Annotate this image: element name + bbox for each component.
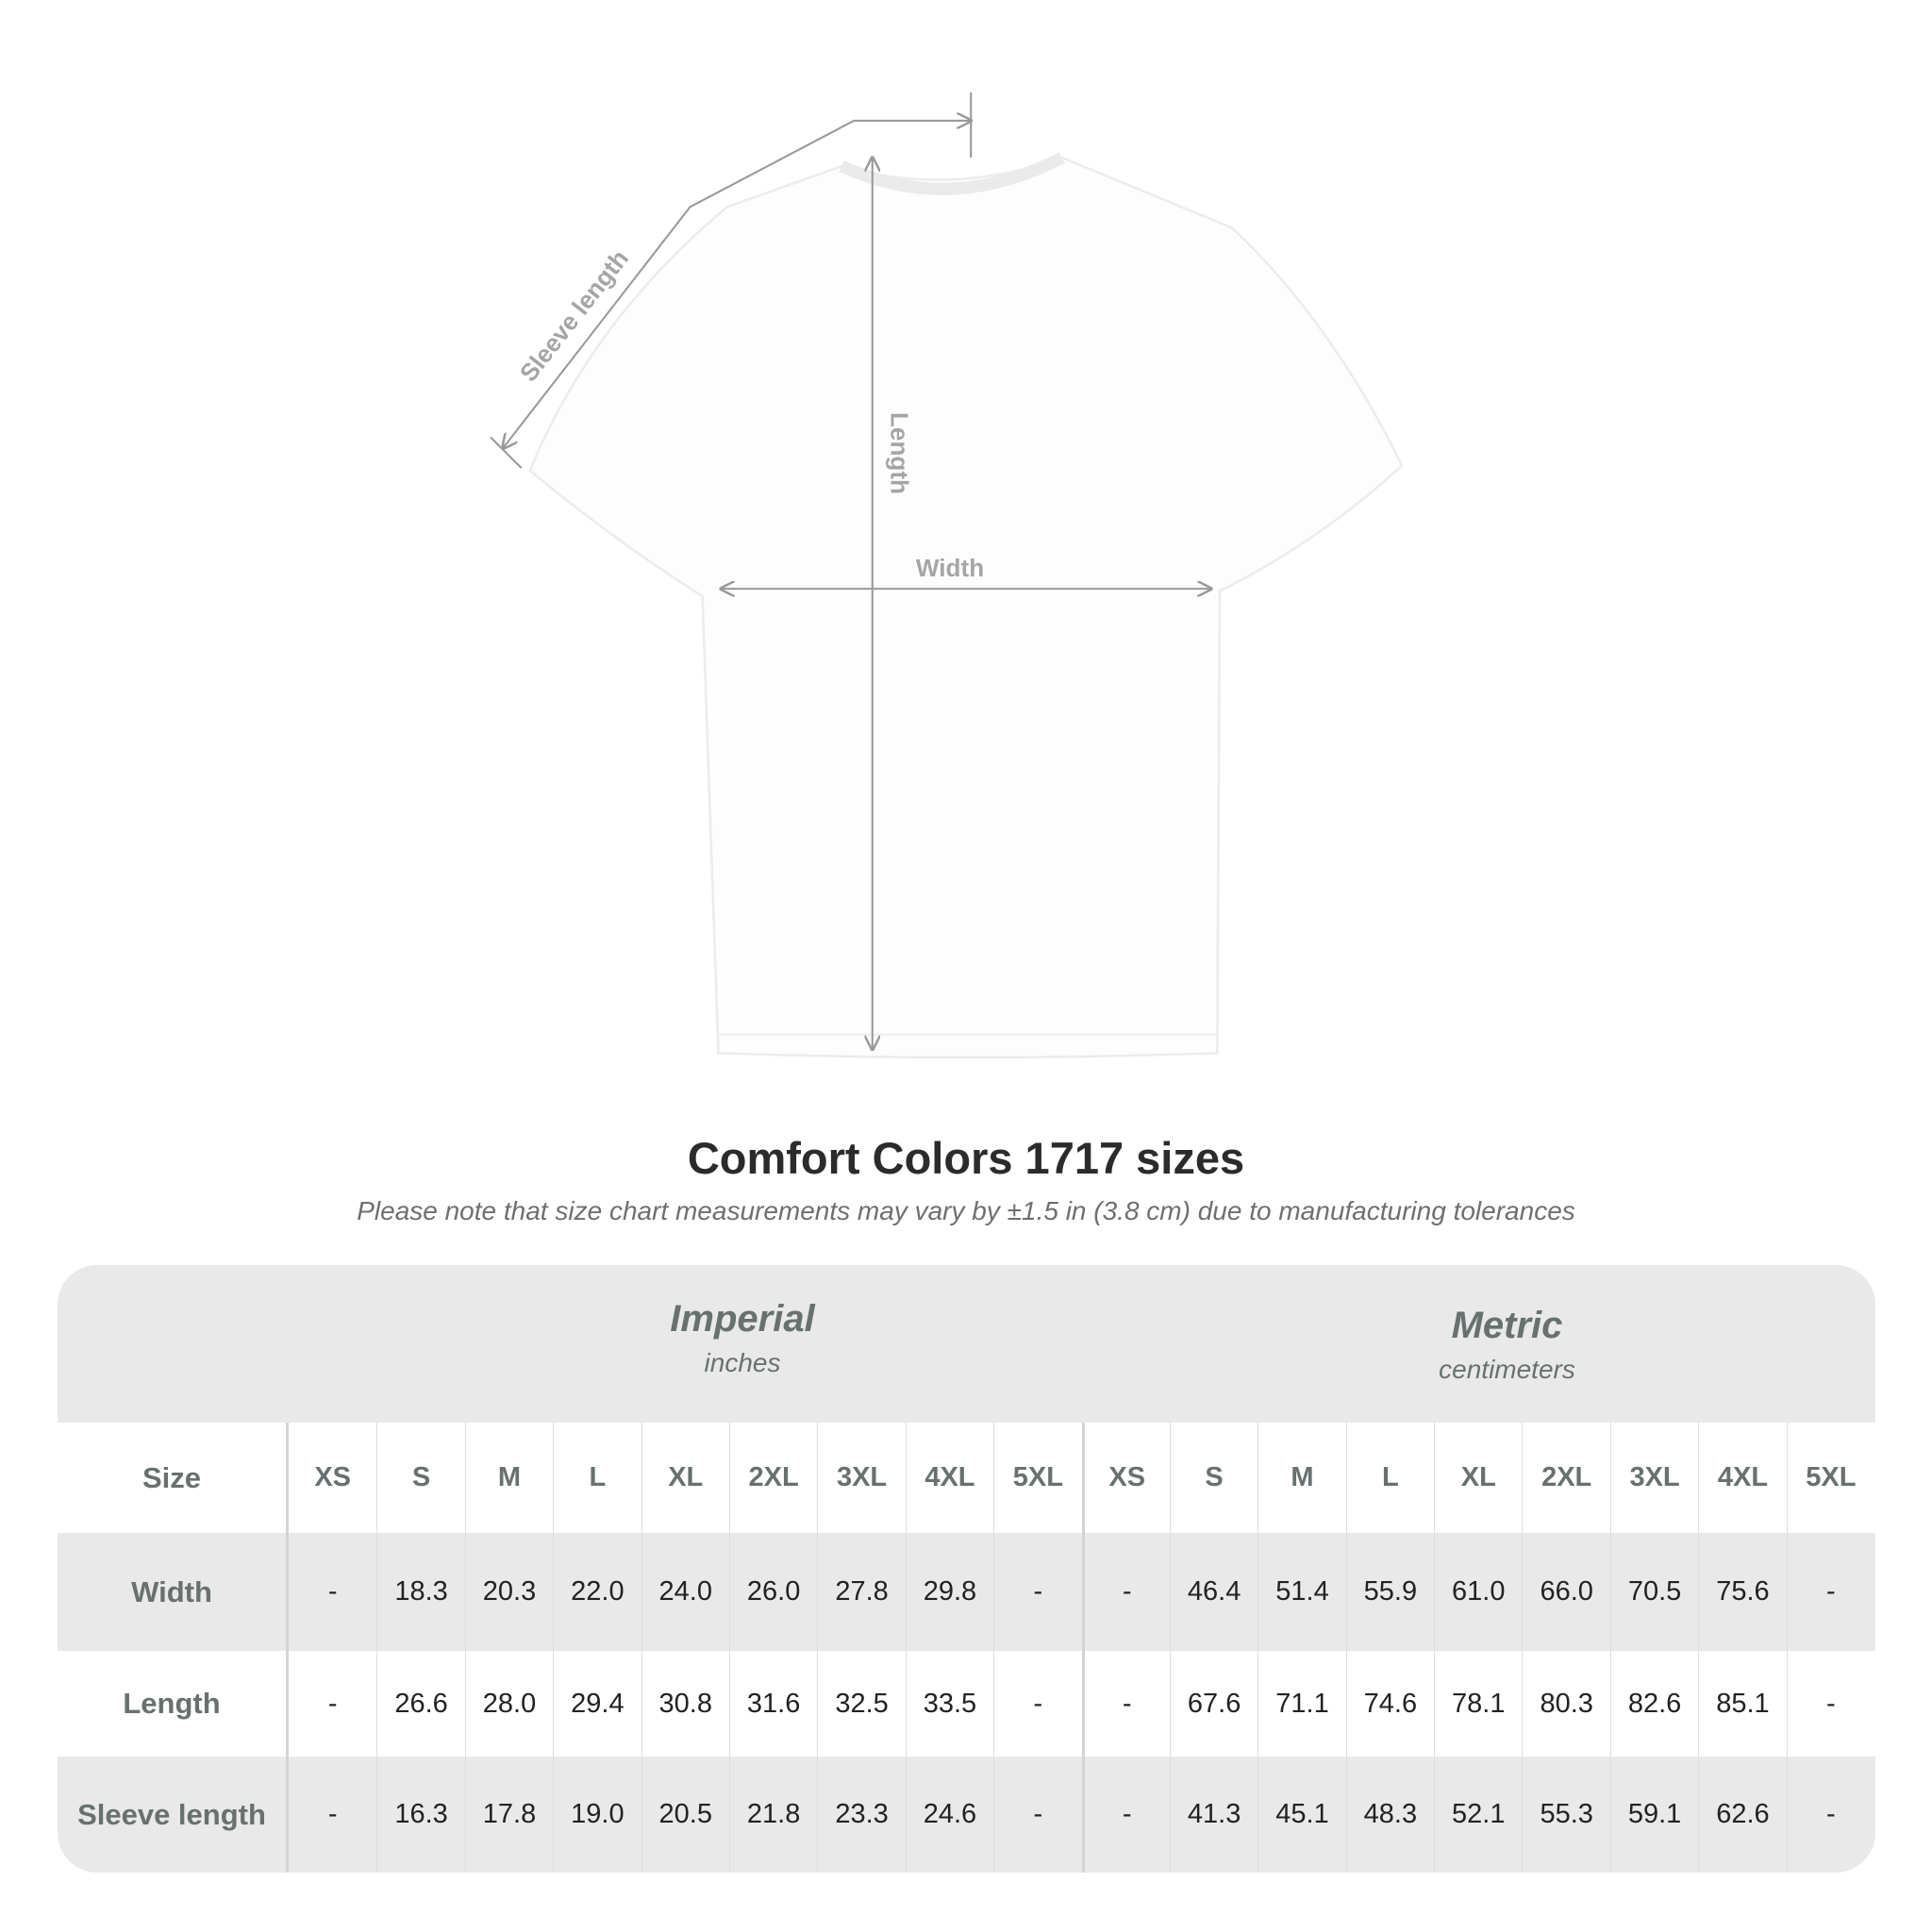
table-row: Width -18.3 20.3 22.0 24.0 26.0 27.8 29.8- -46.4… (58, 1533, 1875, 1651)
value-cell-imperial: 33.5 (905, 1651, 993, 1757)
metric-header: Metric centimeters (1139, 1265, 1875, 1423)
value-cell-metric: 78.1 (1434, 1651, 1522, 1757)
value-cell-metric: 80.3 (1522, 1651, 1609, 1757)
imperial-title: Imperial (670, 1298, 815, 1340)
sleeve-length-line (490, 92, 971, 469)
size-header-imperial: 2XL (728, 1423, 817, 1533)
table-row: Sleeve length - 16.3 17.8 19.0 20.5 21.8 23.3 24… (58, 1757, 1875, 1873)
value-cell-imperial: 21.8 (728, 1757, 817, 1873)
size-header-imperial: S (376, 1423, 464, 1533)
length-label: Length (885, 412, 913, 494)
size-header-metric: L (1345, 1423, 1434, 1533)
value-cell-imperial: 23.3 (817, 1757, 905, 1873)
imperial-unit: inches (704, 1348, 781, 1377)
value-cell-imperial: 29.4 (553, 1651, 641, 1757)
table-row: Length -26.6 28.0 29.4 30.8 31.6 32.5 33.5- -67.… (58, 1651, 1875, 1757)
value-cell-imperial: - (327, 1576, 338, 1607)
value-cell-imperial: - (993, 1757, 1081, 1873)
value-cell-metric: 71.1 (1257, 1651, 1345, 1757)
value-cell-metric: 85.1 (1698, 1651, 1786, 1757)
size-header-metric: M (1257, 1423, 1345, 1533)
size-header-metric: 4XL (1698, 1423, 1786, 1533)
value-cell-imperial: 28.0 (464, 1651, 553, 1757)
metric-title: Metric (1451, 1305, 1563, 1346)
value-cell-metric: - (1786, 1651, 1874, 1757)
value-cell-metric: 59.1 (1609, 1757, 1698, 1873)
value-cell-imperial: 24.6 (905, 1757, 993, 1873)
row-label: Length (58, 1651, 289, 1757)
tshirt-measurement-diagram: Sleeve length Length Width (490, 92, 1404, 1059)
value-cell-imperial: 17.8 (464, 1757, 553, 1873)
value-cell-metric: 55.9 (1345, 1533, 1434, 1651)
value-cell-metric: 67.6 (1169, 1651, 1257, 1757)
tolerance-note: Please note that size chart measurements… (357, 1196, 1575, 1225)
value-cell-metric: 41.3 (1169, 1757, 1257, 1873)
value-cell-metric: 61.0 (1434, 1533, 1522, 1651)
size-header-metric: XS (1081, 1423, 1170, 1533)
value-cell-imperial: 22.0 (553, 1533, 641, 1651)
size-header-imperial: XS (314, 1462, 352, 1492)
value-cell-metric: - (1081, 1651, 1170, 1757)
value-cell-metric: - (1081, 1533, 1170, 1651)
value-cell-imperial: 16.3 (376, 1757, 464, 1873)
value-cell-metric: 46.4 (1169, 1533, 1257, 1651)
value-cell-imperial: 19.0 (553, 1757, 641, 1873)
value-cell-metric: 48.3 (1345, 1757, 1434, 1873)
value-cell-imperial: 26.0 (728, 1533, 817, 1651)
size-header-imperial: L (553, 1423, 641, 1533)
value-cell-imperial: - (993, 1533, 1081, 1651)
size-header-label: Size (58, 1423, 289, 1533)
size-header-imperial: XL (641, 1423, 729, 1533)
value-cell-metric: 52.1 (1434, 1757, 1522, 1873)
size-header-metric: S (1169, 1423, 1257, 1533)
size-header-metric: 2XL (1522, 1423, 1609, 1533)
size-header-metric: 3XL (1609, 1423, 1698, 1533)
value-cell-imperial: 18.3 (376, 1533, 464, 1651)
imperial-header: Imperial inches (346, 1265, 1139, 1423)
value-cell-imperial: - (327, 1799, 338, 1829)
value-cell-metric: 66.0 (1522, 1533, 1609, 1651)
value-cell-imperial: 20.3 (464, 1533, 553, 1651)
value-cell-metric: 55.3 (1522, 1757, 1609, 1873)
value-cell-imperial: 26.6 (376, 1651, 464, 1757)
tshirt-shape (528, 156, 1404, 1059)
value-cell-imperial: 29.8 (905, 1533, 993, 1651)
value-cell-metric: - (1786, 1533, 1874, 1651)
page-title: Comfort Colors 1717 sizes (687, 1133, 1245, 1183)
size-header-metric: XL (1434, 1423, 1522, 1533)
size-header-imperial: 5XL (993, 1423, 1081, 1533)
value-cell-metric: 45.1 (1257, 1757, 1345, 1873)
size-header-row: Size XS S M L XL 2XL 3XL 4XL 5XL XS S M L XL 2XL 3XL 4XL 5… (58, 1423, 1875, 1533)
value-cell-imperial: 24.0 (641, 1533, 729, 1651)
value-cell-imperial: 32.5 (817, 1651, 905, 1757)
size-header-imperial: 3XL (817, 1423, 905, 1533)
size-table: Imperial inches Metric centimeters Size X… (58, 1265, 1875, 1873)
value-cell-imperial: 20.5 (641, 1757, 729, 1873)
value-cell-imperial: 31.6 (728, 1651, 817, 1757)
width-label: Width (916, 554, 984, 582)
value-cell-metric: 74.6 (1345, 1651, 1434, 1757)
value-cell-imperial: - (993, 1651, 1081, 1757)
value-cell-metric: 82.6 (1609, 1651, 1698, 1757)
size-header-imperial: 4XL (905, 1423, 993, 1533)
value-cell-metric: 51.4 (1257, 1533, 1345, 1651)
value-cell-imperial: 27.8 (817, 1533, 905, 1651)
value-cell-metric: - (1786, 1757, 1874, 1873)
value-cell-metric: 70.5 (1609, 1533, 1698, 1651)
size-header-metric: 5XL (1786, 1423, 1874, 1533)
value-cell-metric: - (1081, 1757, 1170, 1873)
value-cell-imperial: 30.8 (641, 1651, 729, 1757)
size-header-imperial: M (464, 1423, 553, 1533)
value-cell-imperial: - (327, 1688, 338, 1719)
value-cell-metric: 62.6 (1698, 1757, 1786, 1873)
value-cell-metric: 75.6 (1698, 1533, 1786, 1651)
metric-unit: centimeters (1439, 1355, 1575, 1384)
row-label: Sleeve length (58, 1757, 289, 1873)
row-label: Width (58, 1533, 289, 1651)
